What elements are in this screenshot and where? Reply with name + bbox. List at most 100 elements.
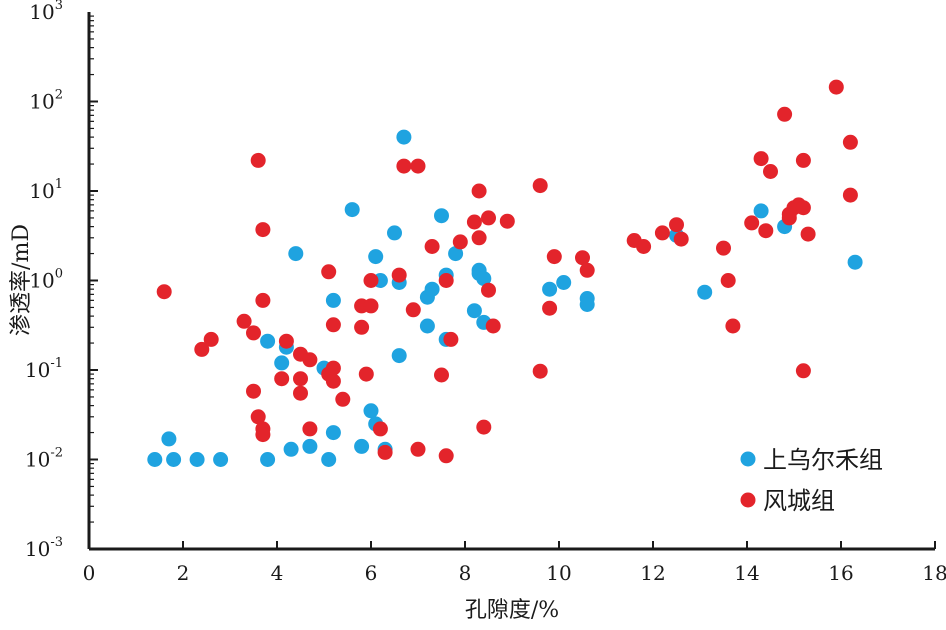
y-tick-label: 101: [29, 177, 63, 203]
legend-label: 风城组: [763, 487, 835, 515]
data-point-series-2: [471, 230, 487, 246]
data-point-series-2: [725, 318, 741, 334]
data-point-series-1: [288, 246, 304, 262]
data-point-series-2: [194, 341, 210, 357]
data-point-series-2: [255, 222, 271, 238]
data-point-series-2: [763, 164, 778, 179]
data-point-series-2: [485, 318, 501, 334]
data-point-series-1: [847, 254, 863, 270]
data-point-series-2: [546, 249, 562, 265]
data-point-series-2: [795, 200, 811, 216]
data-point-series-2: [354, 319, 370, 335]
data-point-series-2: [325, 360, 341, 376]
data-point-series-2: [579, 262, 595, 278]
data-point-series-2: [255, 427, 271, 443]
data-point-series-2: [363, 298, 379, 314]
data-point-series-2: [828, 79, 844, 95]
y-ticks: 103 102 101 100 10-1 10-2 10-3: [25, 0, 98, 561]
data-point-series-1: [753, 203, 769, 219]
x-tick-label: 0: [83, 561, 96, 585]
data-point-series-2: [246, 383, 261, 399]
data-point-series-1: [344, 202, 360, 218]
data-point-series-2: [542, 300, 558, 316]
data-points: [147, 79, 863, 467]
data-point-series-2: [424, 239, 440, 254]
y-tick-label: 10-3: [25, 535, 63, 561]
data-point-series-2: [476, 419, 492, 435]
data-point-series-2: [156, 284, 172, 300]
data-point-series-2: [293, 385, 308, 401]
data-point-series-1: [325, 425, 341, 441]
data-point-series-1: [579, 297, 595, 312]
data-point-series-2: [753, 151, 769, 167]
x-tick-label: 10: [546, 561, 571, 585]
data-point-series-2: [466, 214, 482, 230]
data-point-series-1: [274, 355, 290, 371]
data-point-series-2: [532, 363, 548, 379]
data-point-series-1: [161, 431, 177, 447]
x-tick-label: 6: [365, 561, 378, 585]
y-tick-label: 10-2: [25, 446, 63, 472]
data-point-series-2: [255, 292, 271, 308]
data-point-series-2: [405, 302, 421, 318]
data-point-series-2: [636, 239, 652, 254]
data-point-series-1: [424, 281, 440, 297]
data-point-series-2: [321, 264, 337, 280]
data-point-series-2: [325, 373, 341, 389]
y-tick-label: 10-1: [25, 356, 63, 382]
x-tick-label: 4: [271, 561, 284, 585]
data-point-series-2: [720, 273, 736, 288]
data-point-series-2: [777, 106, 793, 122]
data-point-series-1: [354, 438, 370, 454]
data-point-series-2: [481, 210, 496, 226]
data-point-series-1: [321, 452, 337, 467]
data-point-series-2: [335, 391, 351, 407]
data-point-series-2: [250, 152, 266, 168]
data-point-series-2: [391, 267, 407, 283]
data-point-series-2: [325, 317, 341, 333]
data-point-series-2: [443, 331, 459, 347]
data-point-series-2: [716, 240, 731, 256]
legend-marker: [740, 492, 756, 508]
data-point-series-1: [391, 348, 407, 364]
data-point-series-2: [758, 223, 774, 239]
y-tick-label: 103: [29, 0, 63, 24]
data-point-series-2: [278, 333, 294, 349]
data-point-series-2: [274, 371, 290, 387]
data-point-series-2: [250, 409, 266, 425]
data-point-series-1: [387, 225, 402, 241]
data-point-series-1: [166, 452, 182, 467]
data-point-series-2: [363, 273, 379, 288]
data-point-series-1: [697, 284, 713, 300]
data-point-series-1: [283, 441, 299, 457]
data-point-series-1: [466, 303, 482, 319]
legend-marker: [740, 451, 756, 467]
data-point-series-2: [438, 273, 454, 288]
data-point-series-2: [302, 421, 318, 437]
data-point-series-2: [377, 444, 393, 460]
data-point-series-1: [476, 271, 492, 287]
data-point-series-2: [481, 282, 496, 298]
data-point-series-1: [363, 403, 379, 419]
x-tick-label: 12: [640, 561, 665, 585]
data-point-series-2: [575, 250, 590, 266]
data-point-series-1: [260, 452, 276, 467]
data-point-series-1: [434, 208, 449, 224]
data-point-series-2: [744, 215, 760, 231]
data-point-series-1: [419, 318, 435, 334]
data-point-series-1: [302, 438, 318, 454]
data-point-series-1: [396, 129, 412, 145]
data-point-series-1: [260, 333, 276, 349]
x-tick-label: 16: [828, 561, 853, 585]
data-point-series-2: [302, 352, 318, 368]
data-point-series-2: [673, 231, 689, 247]
x-tick-label: 14: [734, 561, 759, 585]
data-point-series-2: [471, 183, 487, 199]
data-point-series-2: [800, 226, 816, 242]
data-point-series-2: [203, 331, 219, 347]
x-axis-title: 孔隙度/%: [465, 598, 559, 623]
data-point-series-1: [189, 452, 205, 467]
data-point-series-2: [669, 217, 684, 233]
